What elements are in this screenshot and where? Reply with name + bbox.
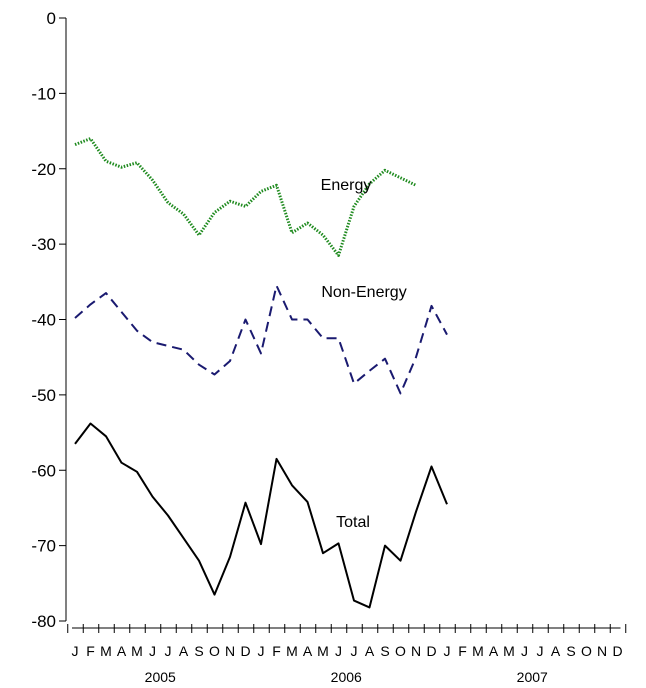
x-month-label: M — [286, 643, 298, 659]
x-month-label: M — [503, 643, 515, 659]
x-month-label: J — [521, 643, 528, 659]
y-tick-label: -60 — [31, 461, 56, 480]
x-month-label: J — [444, 643, 451, 659]
x-axis: J F M A M J J A S O N D J F M A M J J A S O N D J F M A M J J A S O N D2005… — [67, 624, 627, 685]
y-tick-label: -10 — [31, 84, 56, 103]
x-month-label: N — [597, 643, 607, 659]
series-layer — [74, 137, 448, 609]
series-line-energy — [74, 137, 417, 257]
x-month-label: A — [551, 643, 561, 659]
y-tick-label: -80 — [31, 612, 56, 631]
y-tick-label: -20 — [31, 160, 56, 179]
x-month-label: A — [179, 643, 189, 659]
x-month-label: D — [426, 643, 436, 659]
x-month-label: J — [149, 643, 156, 659]
x-month-label: J — [165, 643, 172, 659]
x-month-label: S — [566, 643, 575, 659]
x-year-label: 2007 — [517, 669, 548, 685]
x-month-label: F — [86, 643, 95, 659]
y-tick-label: -50 — [31, 386, 56, 405]
x-month-label: O — [395, 643, 406, 659]
x-month-label: S — [194, 643, 203, 659]
x-month-label: N — [225, 643, 235, 659]
y-tick-label: -40 — [31, 311, 56, 330]
x-month-label: J — [351, 643, 358, 659]
x-month-label: F — [458, 643, 467, 659]
x-month-label: O — [209, 643, 220, 659]
x-month-label: J — [258, 643, 265, 659]
x-month-label: D — [240, 643, 250, 659]
x-month-label: M — [100, 643, 112, 659]
x-month-label: A — [303, 643, 313, 659]
series-label-energy: Energy — [321, 177, 372, 194]
x-month-label: A — [489, 643, 499, 659]
x-month-label: N — [411, 643, 421, 659]
x-month-label: M — [317, 643, 329, 659]
x-month-label: J — [72, 643, 79, 659]
y-tick-label: -70 — [31, 537, 56, 556]
x-month-label: D — [612, 643, 622, 659]
y-tick-label: -30 — [31, 235, 56, 254]
series-label-non-energy: Non-Energy — [321, 284, 406, 301]
x-month-label: O — [581, 643, 592, 659]
x-month-label: J — [335, 643, 342, 659]
y-tick-label: 0 — [47, 9, 56, 28]
series-line-total — [74, 422, 448, 609]
y-axis: 0 -10 -20 -30 -40 -50 -60 -70 -80 — [31, 9, 67, 631]
series-labels: Energy Non-Energy Total — [321, 177, 407, 531]
x-month-label: F — [272, 643, 281, 659]
x-month-label: J — [537, 643, 544, 659]
x-month-label: A — [117, 643, 127, 659]
series-line-non-energy — [74, 284, 448, 395]
x-month-label: A — [365, 643, 375, 659]
x-month-label: M — [472, 643, 484, 659]
x-year-label: 2006 — [331, 669, 362, 685]
series-label-total: Total — [336, 514, 370, 531]
x-month-label: S — [380, 643, 389, 659]
x-month-label: M — [131, 643, 143, 659]
x-year-label: 2005 — [145, 669, 176, 685]
